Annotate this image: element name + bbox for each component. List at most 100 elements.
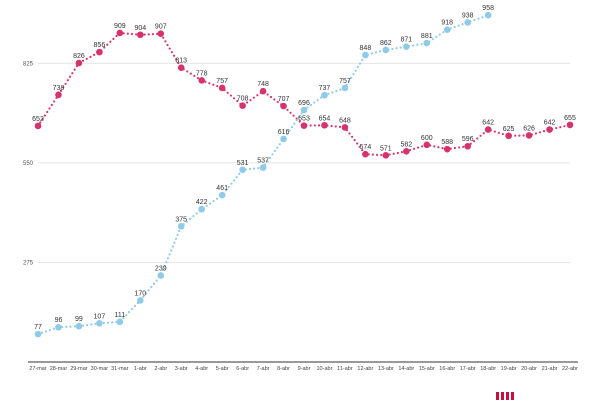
x-tick-label: 6-abr	[236, 366, 249, 372]
data-point	[464, 19, 471, 26]
data-label: 652	[32, 116, 44, 123]
data-label: 654	[319, 115, 331, 122]
data-label: 707	[278, 96, 290, 103]
series-0	[34, 29, 574, 159]
data-point	[280, 102, 287, 110]
x-tick-label: 28-mar	[50, 366, 68, 372]
data-label: 862	[380, 40, 392, 47]
data-point	[137, 297, 144, 304]
data-point	[75, 59, 83, 67]
x-tick-label: 30-mar	[91, 366, 109, 372]
data-label: 648	[339, 117, 351, 124]
data-label: 938	[462, 12, 474, 19]
data-label: 422	[196, 199, 208, 206]
data-label: 737	[319, 85, 331, 92]
data-point	[341, 124, 349, 131]
data-label: 574	[360, 144, 372, 151]
data-point	[566, 121, 574, 129]
data-point	[443, 26, 451, 33]
x-tick-label: 1-abr	[134, 366, 147, 372]
x-tick-label: 8-abr	[277, 366, 290, 372]
data-point	[423, 39, 431, 47]
x-tick-label: 29-mar	[70, 366, 88, 372]
data-label: 531	[237, 160, 249, 167]
x-tick-label: 18-abr	[480, 366, 496, 372]
x-tick-label: 12-abr	[357, 366, 373, 372]
x-tick-label: 11-abr	[337, 366, 353, 372]
data-label: 96	[55, 317, 63, 324]
data-point	[157, 30, 165, 37]
data-label: 600	[421, 135, 433, 142]
data-label: 871	[400, 37, 412, 44]
x-tick-label: 14-abr	[398, 366, 414, 372]
data-label: 907	[155, 24, 167, 31]
data-label: 904	[134, 25, 146, 32]
data-point	[341, 84, 349, 92]
data-point	[403, 43, 410, 50]
data-label: 826	[73, 53, 85, 60]
data-label: 708	[237, 96, 249, 103]
data-point	[464, 142, 471, 150]
y-tick-label: 825	[23, 61, 34, 67]
data-point	[116, 29, 124, 37]
series-line-0	[36, 31, 572, 157]
data-label: 813	[175, 58, 187, 65]
data-label: 757	[216, 78, 228, 85]
data-point	[382, 151, 390, 159]
data-label: 626	[523, 125, 535, 132]
series-1	[34, 11, 492, 338]
data-label: 107	[94, 313, 106, 320]
data-point	[55, 91, 62, 99]
data-point	[218, 191, 226, 199]
data-point	[300, 122, 308, 129]
series-layer	[34, 11, 574, 338]
data-label: 848	[360, 45, 372, 52]
data-label: 625	[503, 126, 515, 133]
x-tick-label: 17-abr	[460, 366, 476, 372]
data-label: 778	[196, 70, 208, 77]
data-point	[423, 141, 431, 149]
data-point	[55, 323, 62, 331]
x-axis-ticks: 27-mar 28-mar 29-mar 30-mar 31-mar 1-abr 2-abr…	[29, 366, 578, 372]
data-point	[96, 319, 103, 327]
x-tick-label: 16-abr	[439, 366, 455, 372]
data-point	[546, 126, 553, 133]
data-point	[239, 166, 246, 174]
data-label: 596	[462, 136, 474, 143]
y-tick-label: 550	[23, 161, 34, 167]
data-point	[116, 318, 124, 326]
x-tick-label: 31-mar	[111, 366, 129, 372]
data-point	[34, 122, 42, 130]
grid-layer	[38, 62, 570, 263]
data-label: 375	[175, 216, 187, 223]
data-label: 655	[564, 115, 576, 122]
data-label: 582	[400, 141, 412, 148]
data-point	[239, 102, 246, 110]
data-point	[198, 205, 205, 213]
data-label: 642	[482, 120, 494, 127]
data-point	[300, 106, 308, 114]
data-label: 856	[94, 42, 106, 49]
data-label: 170	[134, 290, 146, 297]
x-tick-label: 5-abr	[216, 366, 229, 372]
y-axis-ticks: 275 550 825	[23, 61, 34, 266]
data-point	[177, 222, 185, 230]
data-label: 653	[298, 116, 310, 123]
data-label: 239	[155, 265, 167, 272]
data-label: 616	[278, 129, 290, 136]
data-label: 958	[482, 5, 494, 12]
data-label: 642	[544, 120, 556, 127]
data-point	[321, 121, 328, 129]
data-label: 881	[421, 33, 433, 40]
data-point	[157, 272, 165, 279]
data-label: 111	[115, 312, 126, 319]
data-point	[177, 64, 185, 71]
data-labels: 652 738 826 856 909 904 907 813 778 757 708 748 707 6…	[32, 5, 576, 331]
data-point	[218, 84, 226, 92]
data-label: 77	[34, 324, 42, 331]
data-point	[259, 87, 267, 95]
data-label: 99	[75, 316, 83, 323]
data-point	[382, 46, 390, 54]
data-label: 696	[298, 100, 310, 107]
